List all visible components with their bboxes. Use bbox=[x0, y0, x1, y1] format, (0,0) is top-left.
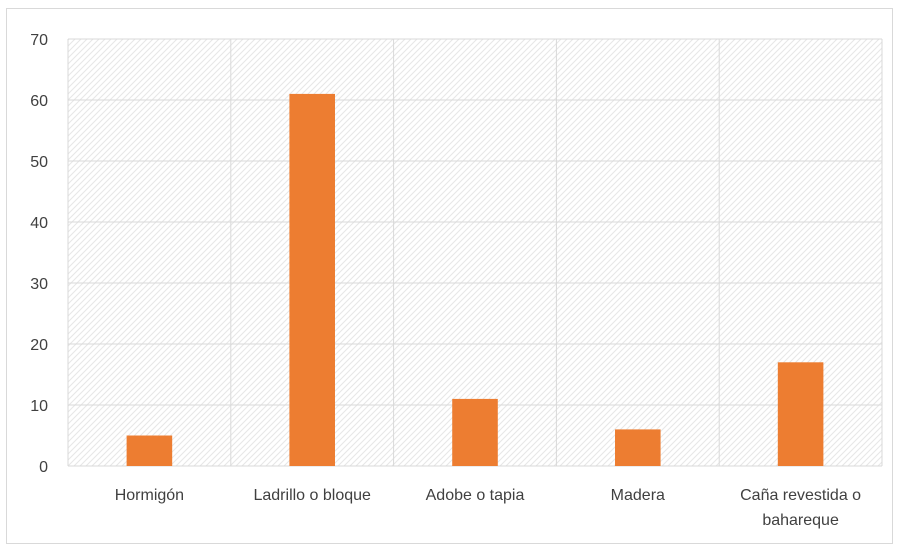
y-tick-label-4: 40 bbox=[30, 215, 48, 232]
x-tick-label-3: Madera bbox=[611, 487, 665, 504]
y-tick-label-0: 0 bbox=[39, 459, 48, 476]
y-tick-label-2: 20 bbox=[30, 337, 48, 354]
y-tick-label-6: 60 bbox=[30, 93, 48, 110]
y-axis-tick-labels: 0 10 20 30 40 50 60 70 bbox=[30, 32, 48, 476]
grid-lines bbox=[67, 38, 883, 467]
x-tick-label-1: Ladrillo o bloque bbox=[253, 487, 371, 504]
bar-4 bbox=[777, 362, 824, 466]
bars bbox=[126, 93, 824, 467]
y-tick-label-3: 30 bbox=[30, 276, 48, 293]
bar-3 bbox=[615, 429, 661, 466]
bar-2 bbox=[452, 398, 498, 466]
y-tick-label-1: 10 bbox=[30, 398, 48, 415]
x-tick-label-0: Hormigón bbox=[115, 487, 184, 504]
x-tick-label-2: Adobe o tapia bbox=[426, 487, 525, 504]
y-tick-label-5: 50 bbox=[30, 154, 48, 171]
bar-1 bbox=[289, 93, 335, 467]
bar-0 bbox=[126, 435, 173, 466]
x-axis-tick-labels: Hormigón Ladrillo o bloque Adobe o tapia Ma… bbox=[115, 487, 861, 529]
x-tick-label-4: Caña revestida o bahareque bbox=[740, 487, 861, 529]
y-tick-label-7: 70 bbox=[30, 32, 48, 49]
plot-area bbox=[68, 39, 882, 466]
